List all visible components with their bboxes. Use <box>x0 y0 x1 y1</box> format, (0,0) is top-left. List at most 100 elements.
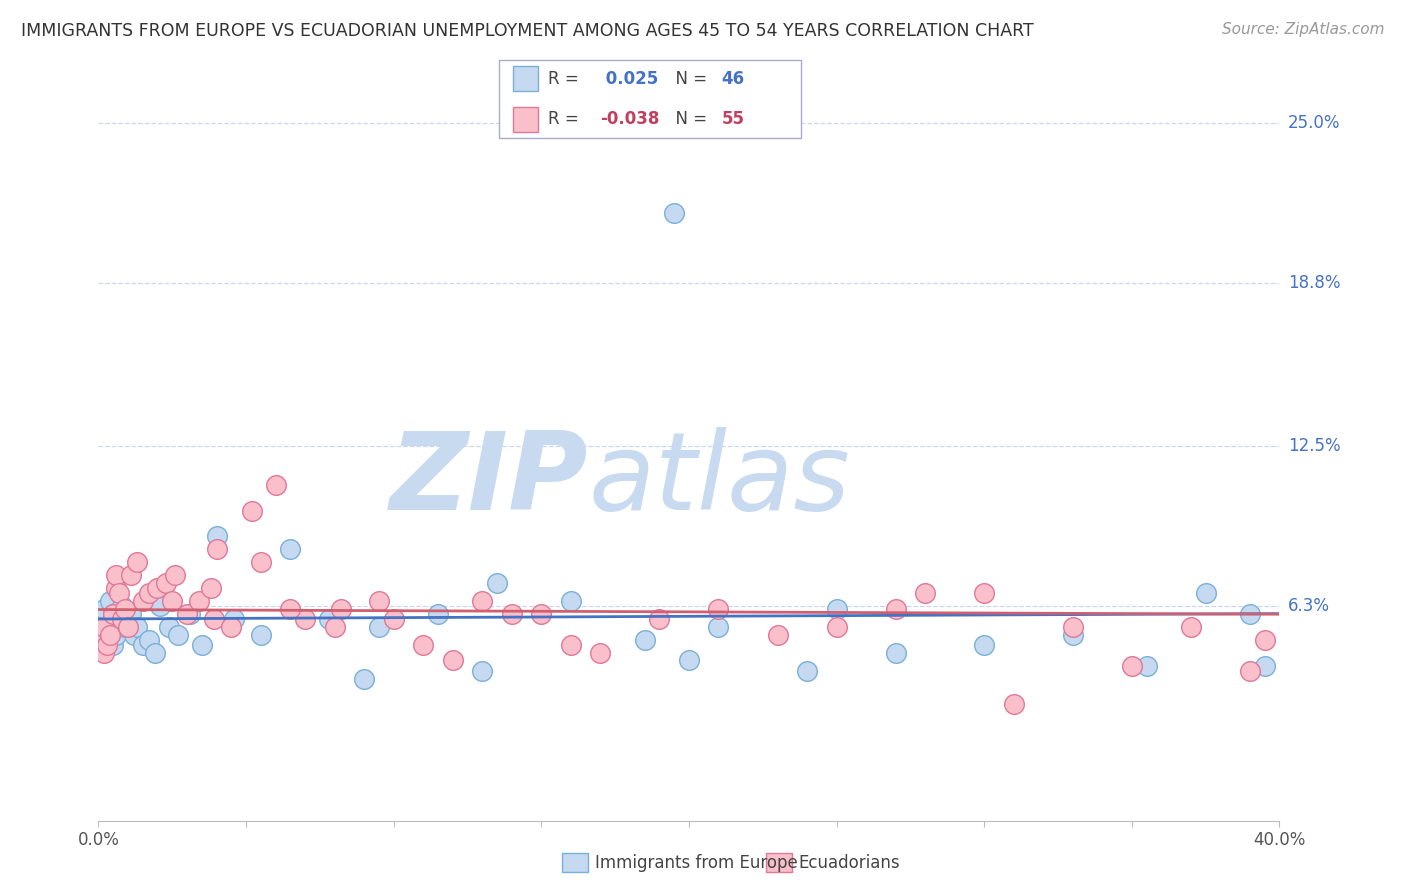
Point <box>1254 632 1277 647</box>
Point <box>149 599 172 614</box>
Point <box>486 576 509 591</box>
Point <box>96 620 118 634</box>
Point <box>368 620 391 634</box>
Point <box>179 607 201 621</box>
Text: 0.025: 0.025 <box>600 70 658 87</box>
Point <box>165 568 187 582</box>
Text: R =: R = <box>548 111 585 128</box>
Text: 6.3%: 6.3% <box>1288 597 1330 615</box>
Point <box>884 646 907 660</box>
Point <box>90 632 112 647</box>
Point <box>105 568 128 582</box>
Text: N =: N = <box>665 111 713 128</box>
Point <box>125 555 148 569</box>
Point <box>766 627 789 641</box>
Point <box>323 620 346 634</box>
Text: R =: R = <box>548 70 585 87</box>
Point <box>138 632 160 647</box>
Point <box>368 594 391 608</box>
Point <box>167 627 190 641</box>
Point <box>120 568 142 582</box>
Point <box>329 601 352 615</box>
Point <box>707 620 730 634</box>
Point <box>560 638 582 652</box>
Point <box>103 607 125 621</box>
Point <box>250 555 273 569</box>
Point <box>93 601 115 615</box>
Point <box>103 607 125 621</box>
Point <box>1062 627 1084 641</box>
Point <box>93 646 115 660</box>
Text: 55: 55 <box>721 111 744 128</box>
Point <box>205 542 228 557</box>
Point <box>427 607 450 621</box>
Point <box>240 503 263 517</box>
Point <box>589 646 612 660</box>
Text: Ecuadorians: Ecuadorians <box>799 854 900 871</box>
Point <box>114 620 136 634</box>
Point <box>664 206 686 220</box>
Point <box>441 653 464 667</box>
Point <box>114 601 136 615</box>
Point <box>1180 620 1202 634</box>
Point <box>187 594 209 608</box>
Point <box>117 620 139 634</box>
Point <box>264 477 287 491</box>
Point <box>138 586 160 600</box>
Point <box>501 607 523 621</box>
Point <box>648 612 671 626</box>
Point <box>412 638 434 652</box>
Point <box>120 607 142 621</box>
Point <box>1239 664 1261 678</box>
Point <box>98 594 121 608</box>
Point <box>280 601 302 615</box>
Point <box>146 581 169 595</box>
Point <box>202 612 225 626</box>
Text: 12.5%: 12.5% <box>1288 437 1340 455</box>
Point <box>382 612 405 626</box>
Point <box>634 632 657 647</box>
Point <box>96 632 118 647</box>
Point <box>1195 586 1218 600</box>
Text: IMMIGRANTS FROM EUROPE VS ECUADORIAN UNEMPLOYMENT AMONG AGES 45 TO 54 YEARS CORR: IMMIGRANTS FROM EUROPE VS ECUADORIAN UNE… <box>21 22 1033 40</box>
Point <box>105 627 128 641</box>
Point <box>90 612 112 626</box>
Point <box>176 607 198 621</box>
Point <box>280 542 302 557</box>
Point <box>200 581 222 595</box>
Point <box>98 627 121 641</box>
Point <box>221 620 243 634</box>
Point <box>294 612 316 626</box>
Text: 46: 46 <box>721 70 744 87</box>
Point <box>678 653 700 667</box>
Point <box>125 620 148 634</box>
Point <box>122 627 145 641</box>
Point <box>1239 607 1261 621</box>
Point <box>796 664 818 678</box>
Point <box>560 594 582 608</box>
Point <box>1002 698 1025 712</box>
Text: Immigrants from Europe: Immigrants from Europe <box>595 854 797 871</box>
Point <box>191 638 214 652</box>
Point <box>471 594 494 608</box>
Point <box>1136 658 1159 673</box>
Point <box>96 638 118 652</box>
Point <box>707 601 730 615</box>
Point <box>825 601 848 615</box>
Point <box>93 620 115 634</box>
Point <box>250 627 273 641</box>
Point <box>155 576 177 591</box>
Point <box>117 612 139 626</box>
Point <box>157 620 180 634</box>
Text: -0.038: -0.038 <box>600 111 659 128</box>
Text: atlas: atlas <box>589 427 851 533</box>
Text: 18.8%: 18.8% <box>1288 274 1340 293</box>
Text: N =: N = <box>665 70 713 87</box>
Point <box>1062 620 1084 634</box>
Point <box>132 638 155 652</box>
Point <box>318 612 340 626</box>
Point <box>1121 658 1143 673</box>
Point <box>111 612 134 626</box>
Point <box>825 620 848 634</box>
Point <box>143 646 166 660</box>
